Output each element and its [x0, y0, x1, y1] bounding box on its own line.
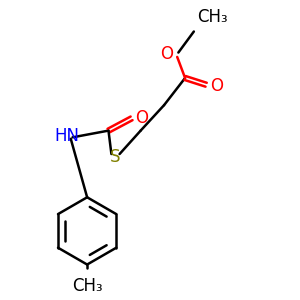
Text: HN: HN — [54, 127, 79, 145]
Text: O: O — [135, 109, 148, 127]
Text: CH₃: CH₃ — [72, 277, 102, 295]
Text: S: S — [110, 148, 120, 166]
Text: O: O — [160, 45, 173, 63]
Text: CH₃: CH₃ — [197, 8, 227, 26]
Text: O: O — [210, 77, 223, 95]
